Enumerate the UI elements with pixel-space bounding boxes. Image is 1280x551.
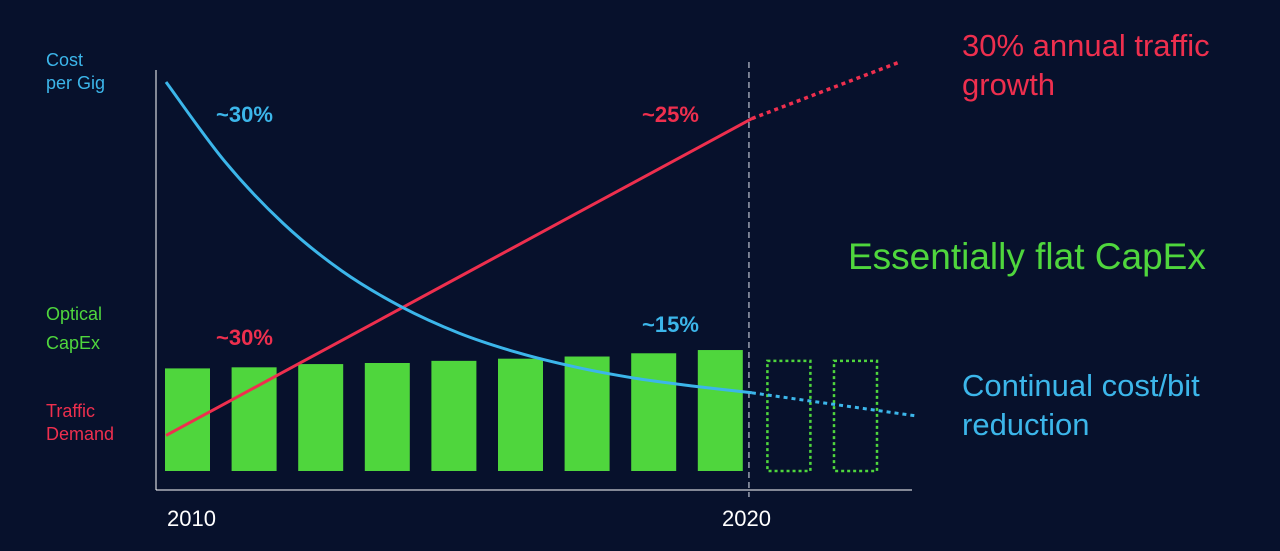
capex-bar-4 <box>364 363 410 471</box>
callout-traffic-growth-line2: growth <box>962 66 1056 102</box>
y-label-traffic-line1: Traffic <box>46 401 96 421</box>
callout-cost-reduction: Continual cost/bit reduction <box>962 367 1200 445</box>
callout-flat-capex: Essentially flat CapEx <box>848 236 1206 277</box>
annotation-traffic-start: ~30% <box>216 325 273 350</box>
traffic-line-projected <box>751 60 900 121</box>
capex-bar-3 <box>298 364 344 471</box>
capex-bar-7 <box>564 356 610 471</box>
capex-projected-bar-2 <box>832 359 879 473</box>
callout-cost-reduction-line1: Continual cost/bit <box>962 368 1200 403</box>
capex-bar-2 <box>231 367 277 471</box>
capex-bar-1 <box>165 368 210 471</box>
y-label-cost-line1: Cost <box>46 50 84 70</box>
annotation-traffic-end: ~25% <box>642 102 699 127</box>
annotation-cost-end: ~15% <box>642 312 699 337</box>
y-label-capex: Optical CapEx <box>46 300 102 358</box>
y-label-capex-line2: CapEx <box>46 332 101 353</box>
capex-bar-8 <box>631 353 677 471</box>
callout-cost-reduction-line2: reduction <box>962 406 1090 442</box>
cost-line-projected <box>751 391 917 418</box>
capex-projected-bar-1 <box>766 359 812 473</box>
y-label-capex-line1: Optical <box>46 304 103 324</box>
y-label-traffic: Traffic Demand <box>46 400 114 445</box>
x-tick-2010: 2010 <box>167 506 216 531</box>
callout-traffic-growth: 30% annual traffic growth <box>962 27 1210 105</box>
y-label-traffic-line2: Demand <box>46 423 115 444</box>
capex-bar-5 <box>431 360 477 471</box>
cost-line <box>164 81 753 395</box>
capex-bar-9 <box>697 350 743 471</box>
y-label-cost-line2: per Gig <box>46 72 106 93</box>
callout-traffic-growth-line1: 30% annual traffic <box>962 28 1210 63</box>
traffic-line <box>165 117 753 437</box>
capex-bar-6 <box>498 358 543 471</box>
annotation-cost-start: ~30% <box>216 102 273 127</box>
x-tick-2020: 2020 <box>722 506 771 531</box>
y-label-cost: Cost per Gig <box>46 49 105 94</box>
